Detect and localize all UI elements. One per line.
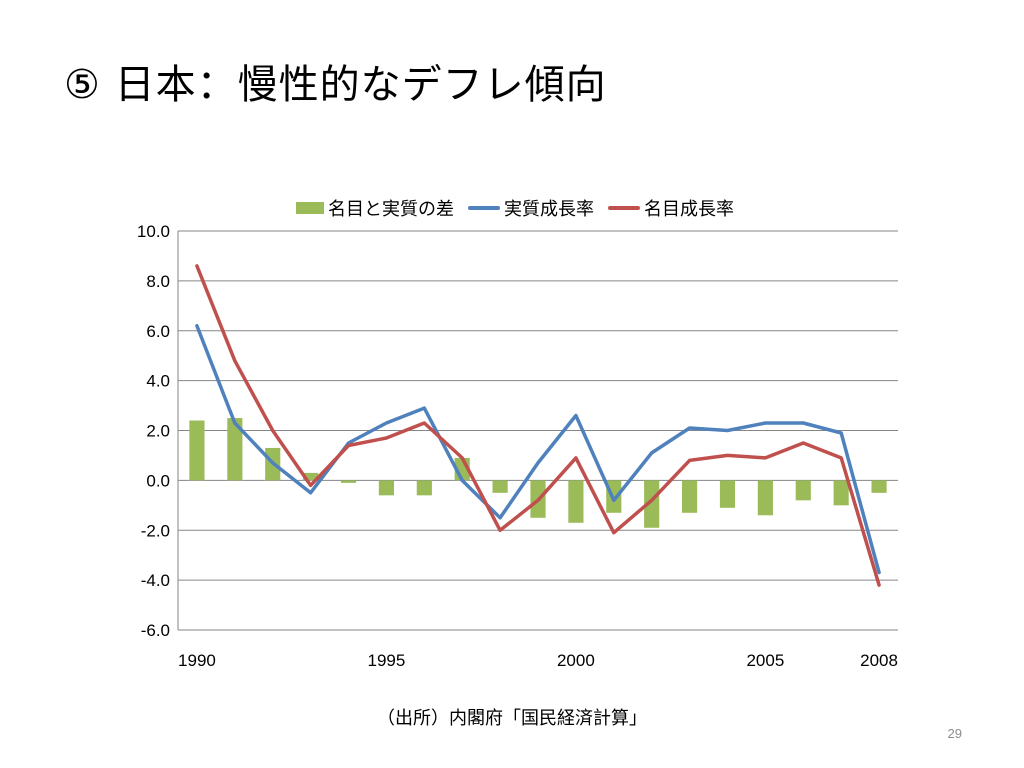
line-real-growth bbox=[195, 324, 881, 575]
y-tick-label: 2.0 bbox=[146, 422, 170, 441]
bar-nominal-real-gap bbox=[189, 420, 205, 481]
legend-swatch-line bbox=[608, 206, 640, 210]
legend-label: 実質成長率 bbox=[504, 199, 594, 220]
x-tick-label: 2005 bbox=[746, 651, 784, 670]
bar-nominal-real-gap bbox=[795, 480, 811, 501]
legend-item-nominal-real-gap: 名目と実質の差 bbox=[296, 195, 454, 221]
line-nominal-growth bbox=[195, 264, 881, 587]
bar-nominal-real-gap bbox=[871, 480, 887, 493]
y-tick-label: 10.0 bbox=[137, 222, 170, 241]
bar-nominal-real-gap bbox=[227, 418, 243, 481]
page-number: 29 bbox=[947, 726, 962, 741]
y-tick-label: 6.0 bbox=[146, 322, 170, 341]
bar-nominal-real-gap bbox=[416, 480, 432, 496]
bar-nominal-real-gap bbox=[303, 472, 319, 481]
x-tick-label: 2008 bbox=[860, 651, 898, 670]
y-tick-label: 0.0 bbox=[146, 471, 170, 490]
legend-swatch-bar bbox=[296, 202, 324, 214]
x-tick-label: 2000 bbox=[557, 651, 595, 670]
y-tick-label: -2.0 bbox=[141, 521, 170, 540]
y-tick-label: -4.0 bbox=[141, 571, 170, 590]
legend-label: 名目成長率 bbox=[644, 199, 734, 220]
y-tick-label: 4.0 bbox=[146, 372, 170, 391]
bar-nominal-real-gap bbox=[492, 480, 508, 493]
legend-item-real-growth: 実質成長率 bbox=[468, 195, 594, 221]
bar-nominal-real-gap bbox=[719, 480, 736, 508]
bar-nominal-real-gap bbox=[644, 480, 660, 528]
y-tick-label: 8.0 bbox=[146, 272, 170, 291]
bar-nominal-real-gap bbox=[757, 480, 773, 516]
bar-nominal-real-gap bbox=[833, 480, 849, 506]
x-tick-label: 1990 bbox=[178, 651, 216, 670]
legend-swatch-line bbox=[468, 206, 500, 210]
bar-nominal-real-gap bbox=[340, 480, 357, 483]
source-note: （出所）内閣府「国民経済計算」 bbox=[377, 708, 647, 729]
x-tick-label: 1995 bbox=[368, 651, 406, 670]
bar-nominal-real-gap bbox=[378, 480, 394, 496]
y-tick-label: -6.0 bbox=[141, 621, 170, 640]
legend-label: 名目と実質の差 bbox=[328, 199, 454, 220]
slide-title: ⑤ 日本：慢性的なデフレ傾向 bbox=[64, 62, 607, 108]
legend-item-nominal-growth: 名目成長率 bbox=[608, 195, 734, 221]
bar-nominal-real-gap bbox=[682, 480, 698, 513]
bar-nominal-real-gap bbox=[568, 480, 584, 523]
chart-legend: 名目と実質の差 実質成長率 名目成長率 bbox=[296, 196, 748, 220]
